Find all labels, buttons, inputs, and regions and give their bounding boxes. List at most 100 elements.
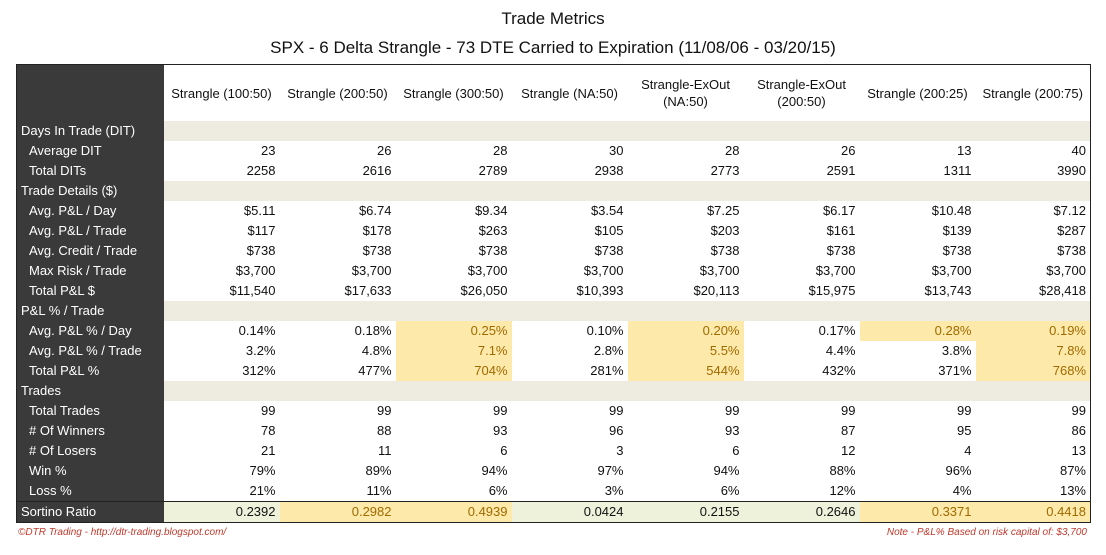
table-cell: $3,700: [859, 261, 976, 281]
column-header: Strangle (100:50): [163, 64, 280, 121]
table-row: Total P&L % 312% 477% 704% 281% 544% 432% 371% 7…: [16, 361, 1091, 381]
table-cell: 2258: [163, 161, 280, 181]
row-label: Total DITs: [16, 161, 164, 181]
section-fill: [163, 121, 1091, 141]
row-label: # Of Winners: [16, 421, 164, 441]
table-cell: 0.2982: [279, 501, 396, 523]
table-cell: $738: [163, 241, 280, 261]
table-cell: 87: [743, 421, 860, 441]
column-header: Strangle (300:50): [395, 64, 512, 121]
table-cell: 0.25%: [395, 321, 512, 341]
metrics-table: Strangle (100:50) Strangle (200:50) Strang…: [16, 64, 1091, 523]
table-cell: 40: [975, 141, 1091, 161]
table-cell: 7.8%: [975, 341, 1091, 361]
table-cell: $738: [279, 241, 396, 261]
table-cell: $5.11: [163, 201, 280, 221]
footer-note: Note - P&L% Based on risk capital of: $3…: [886, 527, 1087, 538]
table-cell: 99: [279, 401, 396, 421]
table-cell: 0.20%: [627, 321, 744, 341]
table-cell: 88%: [743, 461, 860, 481]
row-label: Avg. P&L / Trade: [16, 221, 164, 241]
table-cell: $3,700: [511, 261, 628, 281]
page-subtitle: SPX - 6 Delta Strangle - 73 DTE Carried …: [270, 38, 836, 57]
table-cell: 26: [279, 141, 396, 161]
table-cell: 2938: [511, 161, 628, 181]
table-cell: 28: [395, 141, 512, 161]
table-cell: 6%: [395, 481, 512, 502]
table-cell: $3,700: [743, 261, 860, 281]
table-cell: 6: [627, 441, 744, 461]
row-label: Max Risk / Trade: [16, 261, 164, 281]
table-cell: 30: [511, 141, 628, 161]
table-cell: 12%: [743, 481, 860, 502]
table-cell: 97%: [511, 461, 628, 481]
row-label: Avg. Credit / Trade: [16, 241, 164, 261]
table-cell: 26: [743, 141, 860, 161]
section-fill: [163, 181, 1091, 201]
row-label: Win %: [16, 461, 164, 481]
table-cell: 432%: [743, 361, 860, 381]
table-cell: 94%: [627, 461, 744, 481]
table-cell: 281%: [511, 361, 628, 381]
table-cell: 477%: [279, 361, 396, 381]
table-cell: 86: [975, 421, 1091, 441]
row-label: # Of Losers: [16, 441, 164, 461]
table-row: Loss % 21% 11% 6% 3% 6% 12% 4% 13%: [16, 481, 1091, 502]
table-cell: 99: [975, 401, 1091, 421]
table-cell: 0.4939: [395, 501, 512, 523]
row-label: Total Trades: [16, 401, 164, 421]
table-cell: 0.17%: [743, 321, 860, 341]
table-cell: 2.8%: [511, 341, 628, 361]
table-cell: 0.2646: [743, 501, 860, 523]
table-cell: $161: [743, 221, 860, 241]
table-cell: $3,700: [395, 261, 512, 281]
section-label: Days In Trade (DIT): [16, 121, 164, 141]
table-cell: 99: [859, 401, 976, 421]
table-cell: 3990: [975, 161, 1091, 181]
table-cell: 5.5%: [627, 341, 744, 361]
table-cell: 89%: [279, 461, 396, 481]
table-cell: 99: [511, 401, 628, 421]
row-label: Sortino Ratio: [16, 501, 164, 523]
row-label: Total P&L %: [16, 361, 164, 381]
table-cell: 78: [163, 421, 280, 441]
table-cell: 28: [627, 141, 744, 161]
table-cell: 99: [627, 401, 744, 421]
table-cell: 12: [743, 441, 860, 461]
table-cell: 23: [163, 141, 280, 161]
table-cell: 0.4418: [975, 501, 1091, 523]
section-fill: [163, 381, 1091, 401]
table-row: Avg. Credit / Trade $738 $738 $738 $738 $738 $…: [16, 241, 1091, 261]
table-row: # Of Losers 21 11 6 3 6 12 4 13: [16, 441, 1091, 461]
table-cell: $3,700: [163, 261, 280, 281]
section-row: Days In Trade (DIT): [16, 121, 1091, 141]
table-cell: 0.18%: [279, 321, 396, 341]
table-cell: $117: [163, 221, 280, 241]
section-row: P&L % / Trade: [16, 301, 1091, 321]
column-header: Strangle (200:25): [859, 64, 976, 121]
table-cell: 13: [975, 441, 1091, 461]
table-cell: 0.0424: [511, 501, 628, 523]
table-row: Avg. P&L / Day $5.11 $6.74 $9.34 $3.54 $7.25 $…: [16, 201, 1091, 221]
row-label: Total P&L $: [16, 281, 164, 301]
table-cell: 2789: [395, 161, 512, 181]
table-cell: 13: [859, 141, 976, 161]
table-cell: 99: [743, 401, 860, 421]
table-cell: $11,540: [163, 281, 280, 301]
column-header: Strangle-ExOut (200:50): [743, 64, 860, 121]
table-row: Max Risk / Trade $3,700 $3,700 $3,700 $3,700…: [16, 261, 1091, 281]
table-cell: 95: [859, 421, 976, 441]
table-cell: $738: [859, 241, 976, 261]
table-body: Days In Trade (DIT) Average DIT 23 26 28 30 28…: [16, 121, 1091, 523]
section-label: P&L % / Trade: [16, 301, 164, 321]
table-row: Average DIT 23 26 28 30 28 26 13 40: [16, 141, 1091, 161]
table-cell: 13%: [975, 481, 1091, 502]
table-cell: 79%: [163, 461, 280, 481]
table-row: Total P&L $ $11,540 $17,633 $26,050 $10,393 $…: [16, 281, 1091, 301]
row-label: Average DIT: [16, 141, 164, 161]
table-cell: 371%: [859, 361, 976, 381]
column-header: Strangle (200:75): [975, 64, 1091, 121]
table-cell: $203: [627, 221, 744, 241]
table-cell: 99: [395, 401, 512, 421]
section-label: Trades: [16, 381, 164, 401]
